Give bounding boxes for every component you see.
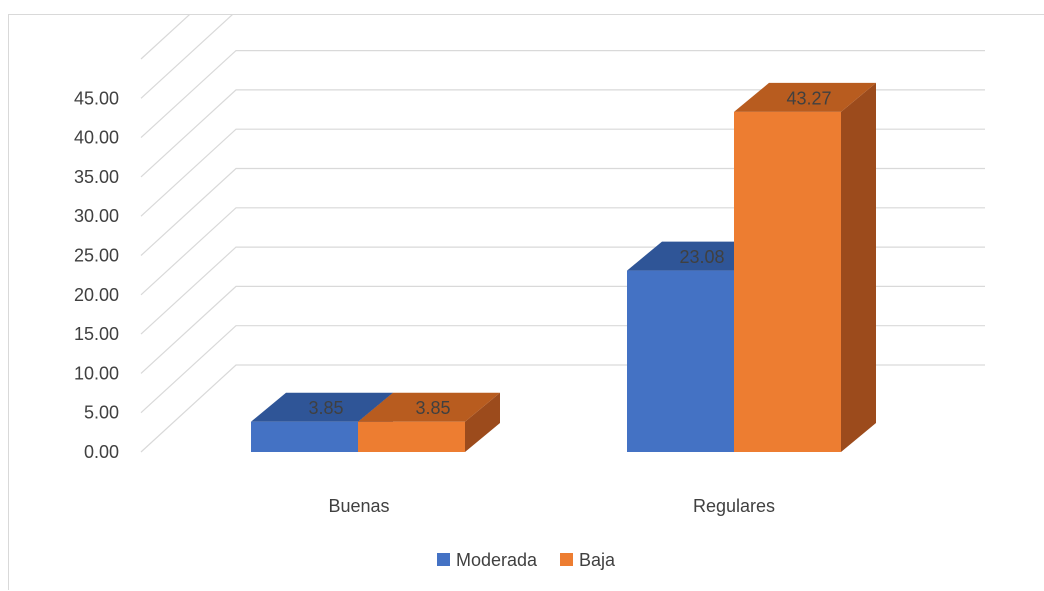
- bar-side: [841, 82, 876, 452]
- bars: [251, 82, 876, 452]
- gridline: [140, 50, 985, 139]
- bar-top: [358, 392, 500, 422]
- bar-side: [465, 392, 500, 452]
- y-tick-label: 45.00: [74, 88, 119, 108]
- bar-top: [251, 392, 393, 422]
- bar-moderada-regulares: [627, 270, 734, 452]
- bar-baja-regulares: [734, 111, 841, 452]
- data-label: 43.27: [786, 88, 831, 108]
- data-label: 3.85: [415, 398, 450, 418]
- category-label: Buenas: [328, 496, 389, 516]
- bar-chart-3d: 0.00 5.00 10.00 15.00 20.00 25.00 30.00 35.00 40…: [74, 15, 985, 570]
- data-label: 3.85: [308, 398, 343, 418]
- legend-swatch: [437, 553, 450, 566]
- y-tick-label: 40.00: [74, 128, 119, 148]
- bar-moderada-buenas: [251, 421, 358, 452]
- y-tick-label: 35.00: [74, 167, 119, 187]
- y-tick-label: 30.00: [74, 206, 119, 226]
- gridlines: [140, 15, 985, 453]
- y-tick-label: 20.00: [74, 285, 119, 305]
- y-tick-label: 10.00: [74, 363, 119, 383]
- y-tick-label: 15.00: [74, 324, 119, 344]
- legend: Moderada Baja: [437, 550, 616, 570]
- chart-frame: 0.00 5.00 10.00 15.00 20.00 25.00 30.00 35.00 40…: [8, 14, 1044, 590]
- legend-label: Moderada: [456, 550, 538, 570]
- data-label: 23.08: [679, 247, 724, 267]
- category-label: Regulares: [693, 496, 775, 516]
- x-axis-categories: Buenas Regulares: [328, 496, 775, 516]
- y-tick-label: 25.00: [74, 246, 119, 266]
- gridline: [140, 89, 985, 178]
- bar-top: [627, 241, 769, 271]
- y-tick-label: 5.00: [84, 403, 119, 423]
- bar-top: [734, 82, 876, 112]
- gridline: [140, 15, 190, 60]
- data-labels: 3.85 3.85 23.08 43.27: [308, 88, 831, 418]
- y-tick-label: 0.00: [84, 442, 119, 462]
- y-axis-ticks: 0.00 5.00 10.00 15.00 20.00 25.00 30.00 35.00 40…: [74, 88, 119, 462]
- legend-label: Baja: [579, 550, 616, 570]
- legend-swatch: [560, 553, 573, 566]
- bar-baja-buenas: [358, 421, 465, 452]
- gridline: [140, 15, 233, 99]
